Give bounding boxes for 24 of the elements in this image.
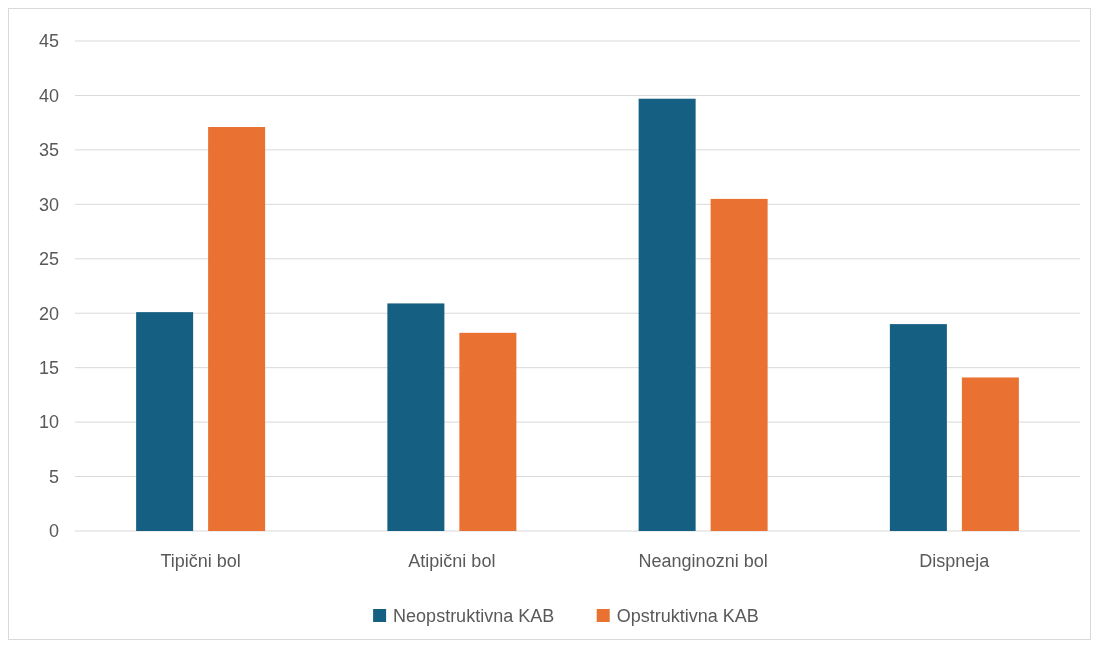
y-tick-label: 20 [38,303,59,324]
bar [710,198,768,531]
y-tick-label: 5 [48,466,59,487]
y-tick-label: 30 [38,194,59,215]
bar [638,98,696,531]
bar [208,127,266,531]
legend-label: Opstruktivna KAB [616,606,759,627]
bar [136,312,194,531]
bar [889,324,947,531]
bar [961,377,1019,531]
legend-label: Neopstruktivna KAB [393,606,555,627]
y-tick-label: 10 [38,412,59,433]
y-tick-label: 15 [38,357,59,378]
bar [459,332,517,531]
x-tick-label: Neanginozni bol [638,551,768,572]
bar [387,303,445,531]
y-tick-label: 35 [38,140,59,161]
x-tick-label: Atipični bol [408,551,496,572]
x-tick-label: Dispneja [919,551,991,572]
y-tick-label: 0 [48,521,59,542]
y-tick-label: 45 [38,31,59,52]
y-tick-label: 40 [38,85,59,106]
x-tick-label: Tipični bol [160,551,241,572]
y-tick-label: 25 [38,249,59,270]
